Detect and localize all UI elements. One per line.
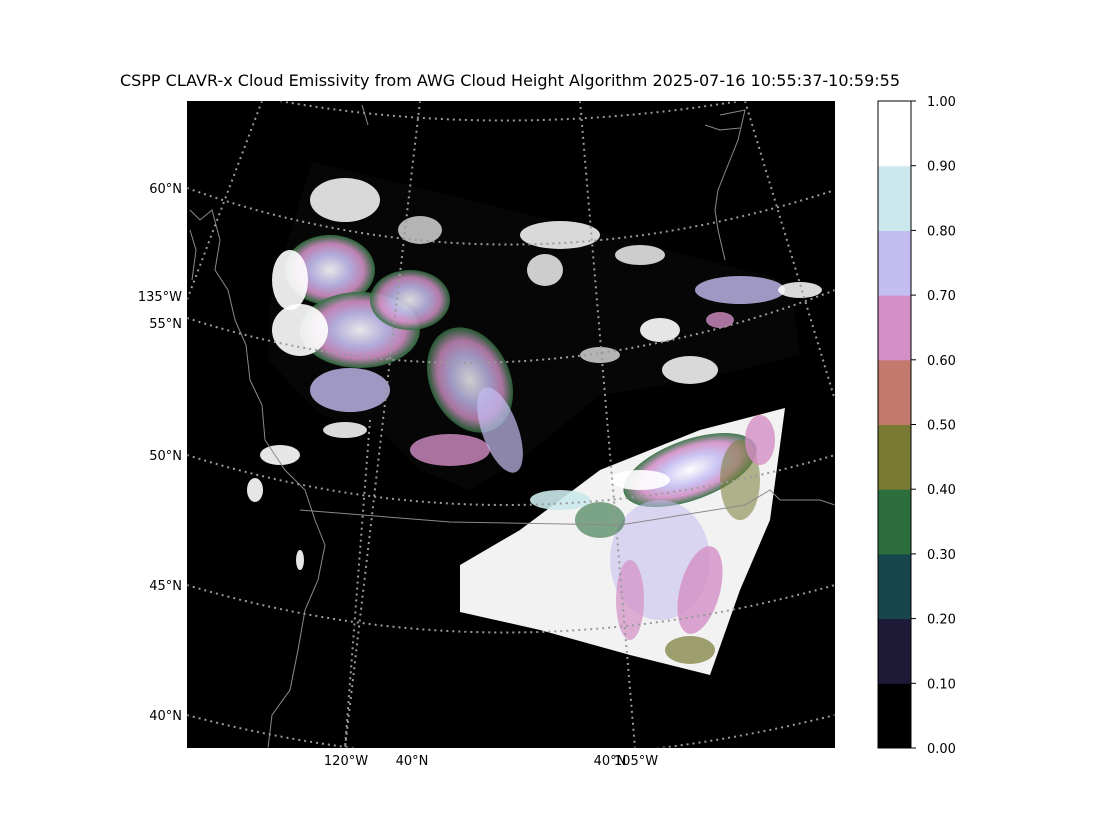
colorbar-bin-0.20-0.30	[878, 553, 911, 620]
colorbar-bin-0.00-0.10	[878, 683, 911, 749]
colorbar-bin-0.80-0.90	[878, 165, 911, 231]
colorbar-tick-label: 0.40	[927, 483, 956, 498]
lon-label-105w: 105°W	[614, 754, 658, 769]
colorbar-bin-0.30-0.40	[878, 489, 911, 555]
lon-label-120w: 120°W	[324, 754, 368, 769]
latitude-labels: 60°N 55°N 50°N 45°N 40°N	[149, 182, 182, 724]
colorbar-tick-label: 1.00	[927, 95, 956, 110]
colorbar-tick-label: 0.60	[927, 354, 956, 369]
cloud-swath-northwest	[268, 162, 822, 490]
lon-label-40n-a: 40°N	[396, 754, 429, 769]
lon-label-135w: 135°W	[138, 290, 182, 305]
colorbar-bin-0.10-0.20	[878, 618, 911, 684]
lat-label-55n: 55°N	[149, 317, 182, 332]
colorbar: 1.00 0.90 0.80 0.70 0.60 0.50 0.40 0.30 0.20 0.10…	[877, 95, 956, 757]
lon-label-40n-b: 40°N	[594, 754, 627, 769]
colorbar-tick-label: 0.00	[927, 742, 956, 757]
colorbar-tick-label: 0.10	[927, 677, 956, 692]
colorbar-tick-label: 0.80	[927, 224, 956, 239]
lat-label-45n: 45°N	[149, 579, 182, 594]
colorbar-bin-0.50-0.60	[878, 359, 911, 425]
longitude-labels: 135°W 120°W 40°N 40°N 105°W	[138, 290, 658, 769]
colorbar-tick-label: 0.90	[927, 160, 956, 175]
lat-label-40n: 40°N	[149, 709, 182, 724]
cloud-swath-southeast	[460, 408, 785, 675]
colorbar-tick-label: 0.30	[927, 548, 956, 563]
coastal-clouds	[247, 422, 367, 570]
graticule	[187, 101, 835, 748]
lat-label-60n: 60°N	[149, 182, 182, 197]
colorbar-bin-0.60-0.70	[878, 295, 911, 361]
colorbar-bin-0.90-1.00	[878, 101, 911, 167]
colorbar-tick-label: 0.70	[927, 289, 956, 304]
coastlines	[189, 104, 835, 748]
colorbar-tick-label: 0.50	[927, 419, 956, 434]
colorbar-tick-label: 0.20	[927, 613, 956, 628]
colorbar-bin-0.70-0.80	[878, 230, 911, 296]
lat-label-50n: 50°N	[149, 449, 182, 464]
colorbar-bin-0.40-0.50	[878, 424, 911, 490]
map-panel	[187, 101, 835, 748]
chart-title: CSPP CLAVR-x Cloud Emissivity from AWG C…	[120, 71, 900, 90]
